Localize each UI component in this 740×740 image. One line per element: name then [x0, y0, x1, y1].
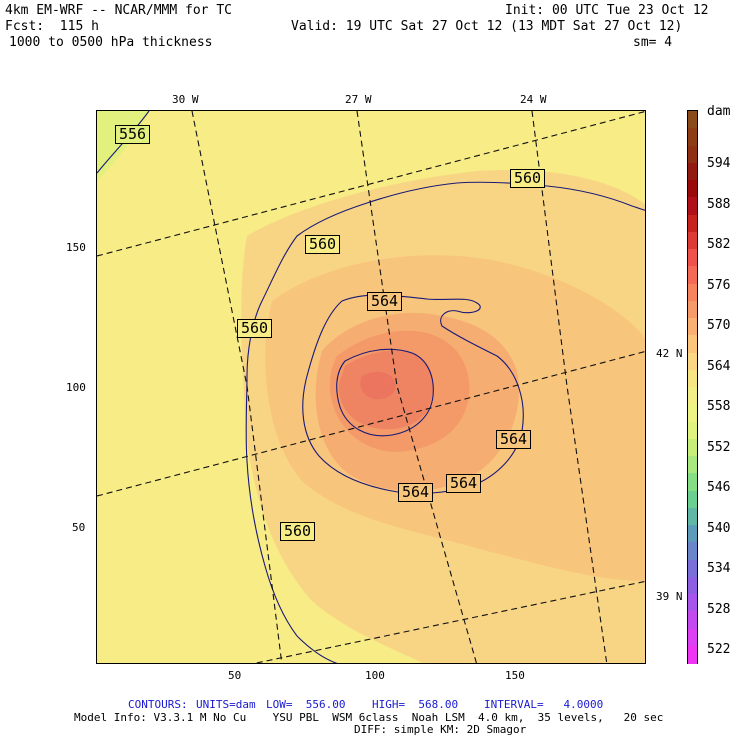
colorbar-segment [688, 576, 697, 595]
colorbar-label: 546 [707, 480, 731, 495]
colorbar-segment [688, 231, 697, 250]
y-label-50: 50 [72, 521, 86, 534]
colorbar-segment [688, 387, 697, 405]
colorbar-label: 570 [707, 318, 731, 333]
colorbar-segment [688, 162, 697, 181]
colorbar-segment [688, 180, 697, 198]
forecast-hour: Fcst: 115 h [5, 19, 99, 34]
latlon-grid [97, 111, 645, 663]
lat-label-42n: 42 N [656, 347, 683, 360]
contour-label-564: 564 [446, 474, 482, 493]
colorbar-segment [688, 369, 697, 388]
colorbar-segment [688, 214, 697, 233]
lon-label-27w: 27 W [345, 93, 372, 106]
colorbar-segment [688, 128, 697, 146]
colorbar-label: 552 [707, 439, 731, 455]
colorbar-label: 564 [707, 358, 731, 374]
colorbar-label: 528 [707, 601, 731, 617]
contour-label-564: 564 [367, 292, 403, 311]
lon-label-24w: 24 W [520, 93, 547, 106]
contours-prefix: CONTOURS: [128, 698, 188, 711]
colorbar-segment [688, 507, 697, 526]
contour-label-564: 564 [496, 430, 532, 449]
thickness-field [97, 111, 645, 663]
contour-label-560: 560 [305, 235, 341, 254]
smoothing: sm= 4 [633, 35, 673, 50]
colorbar-segment [688, 645, 697, 664]
colorbar-segment [688, 404, 697, 422]
valid-time: Valid: 19 UTC Sat 27 Oct 12 (13 MDT Sat … [291, 19, 683, 34]
colorbar-segment [688, 456, 697, 474]
colorbar-segment [688, 542, 697, 560]
colorbar-label: 588 [707, 196, 731, 212]
colorbar-segment [688, 111, 697, 129]
field-name: 1000 to 0500 hPa thickness [9, 35, 213, 50]
y-label-150: 150 [66, 241, 86, 254]
band-570 [360, 371, 396, 400]
colorbar-label: 576 [707, 277, 731, 293]
contours-units: UNITS=dam [196, 698, 256, 711]
colorbar-segment [688, 335, 697, 353]
lat-label-39n: 39 N [656, 590, 683, 603]
colorbar-segment [688, 438, 697, 457]
x-label-100: 100 [365, 669, 385, 682]
colorbar-label: 582 [707, 237, 731, 252]
colorbar-segment [688, 525, 697, 543]
map-plot: 556 560 560 560 560 564 564 564 564 [96, 110, 646, 664]
colorbar-label: 594 [707, 156, 731, 171]
y-label-100: 100 [66, 381, 86, 394]
contour-label-564: 564 [398, 483, 434, 502]
colorbar-segment [688, 197, 697, 215]
colorbar-segment [688, 490, 697, 509]
diff-info: DIFF: simple KM: 2D Smagor [354, 723, 527, 736]
colorbar-label: 522 [707, 642, 731, 657]
colorbar-segment [688, 628, 697, 647]
contour-label-560: 560 [510, 169, 546, 188]
colorbar-segment [688, 352, 697, 371]
colorbar-label: 558 [707, 399, 731, 414]
colorbar-segment [688, 594, 697, 612]
colorbar-segment [688, 473, 697, 491]
colorbar-segment [688, 266, 697, 284]
colorbar-unit: dam [707, 104, 731, 119]
colorbar-label: 540 [707, 520, 731, 536]
init-time: Init: 00 UTC Tue 23 Oct 12 [505, 3, 709, 18]
x-label-50: 50 [228, 669, 242, 682]
contour-label-556: 556 [115, 125, 151, 144]
colorbar-segment [688, 318, 697, 336]
x-label-150: 150 [505, 669, 525, 682]
contours-interval: INTERVAL= 4.0000 [484, 698, 604, 711]
contour-label-560: 560 [237, 319, 273, 338]
colorbar-segment [688, 283, 697, 302]
colorbar-segment [688, 559, 697, 578]
colorbar [687, 110, 698, 664]
contours-high: HIGH= 568.00 [372, 698, 459, 711]
colorbar-segment [688, 145, 697, 164]
colorbar-label: 534 [707, 561, 731, 576]
lon-label-30w: 30 W [172, 93, 199, 106]
colorbar-segment [688, 249, 697, 267]
colorbar-segment [688, 300, 697, 319]
colorbar-segment [688, 421, 697, 440]
model-info: Model Info: V3.3.1 M No Cu YSU PBL WSM 6… [74, 711, 664, 724]
colorbar-segment [688, 611, 697, 629]
title-model: 4km EM-WRF -- NCAR/MMM for TC [5, 3, 232, 18]
contours-low: LOW= 556.00 [266, 698, 346, 711]
contour-label-560: 560 [280, 522, 316, 541]
